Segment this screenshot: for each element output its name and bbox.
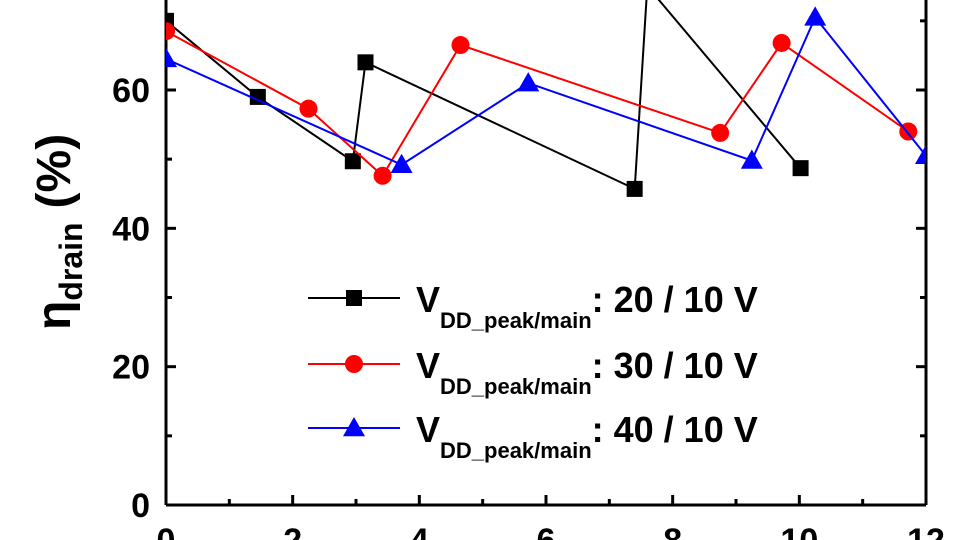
data-point	[166, 22, 175, 41]
x-tick-label: 12	[907, 522, 945, 540]
x-tick-label: 2	[283, 522, 302, 540]
legend-entry: VDD_peak/main: 40 / 10 V	[308, 409, 758, 463]
legend-label-subscript: DD_peak/main	[440, 308, 592, 333]
data-point	[390, 153, 413, 173]
legend-entry: VDD_peak/main: 30 / 10 V	[308, 345, 758, 399]
legend-label-main: V	[416, 345, 440, 386]
legend-label-subscript: DD_peak/main	[440, 438, 592, 463]
legend-label: VDD_peak/main: 30 / 10 V	[416, 345, 758, 399]
data-point	[166, 12, 174, 29]
data-point	[772, 33, 791, 52]
series-line	[166, 15, 926, 166]
legend-label-rest: : 30 / 10 V	[592, 345, 758, 386]
y-tick-label: 40	[112, 210, 150, 248]
legend-label-main: V	[416, 279, 440, 320]
y-tick-label: 0	[131, 487, 150, 525]
y-tick-label: 20	[112, 349, 150, 387]
legend-entry: VDD_peak/main: 20 / 10 V	[308, 279, 758, 333]
data-point	[451, 36, 470, 55]
legend-label-rest: : 40 / 10 V	[592, 409, 758, 450]
legend-label-subscript: DD_peak/main	[440, 374, 592, 399]
x-tick-label: 8	[663, 522, 682, 540]
y-axis-title: ηdrain (%)	[28, 134, 89, 330]
y-axis-unit: (%)	[28, 134, 81, 209]
data-point	[517, 72, 540, 92]
data-point	[166, 47, 177, 68]
series-circle	[166, 22, 918, 185]
series-line	[166, 30, 909, 178]
y-tick-label: 60	[112, 72, 150, 110]
x-tick-label: 10	[780, 522, 818, 540]
data-point	[804, 6, 827, 26]
data-point	[792, 160, 809, 177]
data-point	[626, 180, 643, 197]
data-point	[740, 149, 763, 169]
legend-marker	[346, 290, 362, 306]
y-axis-subscript: drain	[53, 222, 89, 300]
legend-label-main: V	[416, 409, 440, 450]
series-square	[166, 0, 809, 197]
data-point	[711, 123, 730, 142]
x-tick-label: 0	[157, 522, 176, 540]
legend-label: VDD_peak/main: 20 / 10 V	[416, 279, 758, 333]
legend-label-rest: : 20 / 10 V	[592, 279, 758, 320]
data-point	[299, 99, 318, 118]
x-tick-label: 4	[410, 522, 429, 540]
legend-marker	[345, 355, 363, 373]
series-triangle	[166, 6, 926, 173]
x-tick-label: 6	[537, 522, 556, 540]
data-point	[373, 166, 392, 185]
data-point	[915, 144, 926, 164]
data-point	[357, 54, 374, 71]
data-point	[344, 153, 361, 170]
y-axis-symbol: η	[28, 301, 81, 330]
legend-marker	[343, 417, 365, 437]
legend-label: VDD_peak/main: 40 / 10 V	[416, 409, 758, 463]
